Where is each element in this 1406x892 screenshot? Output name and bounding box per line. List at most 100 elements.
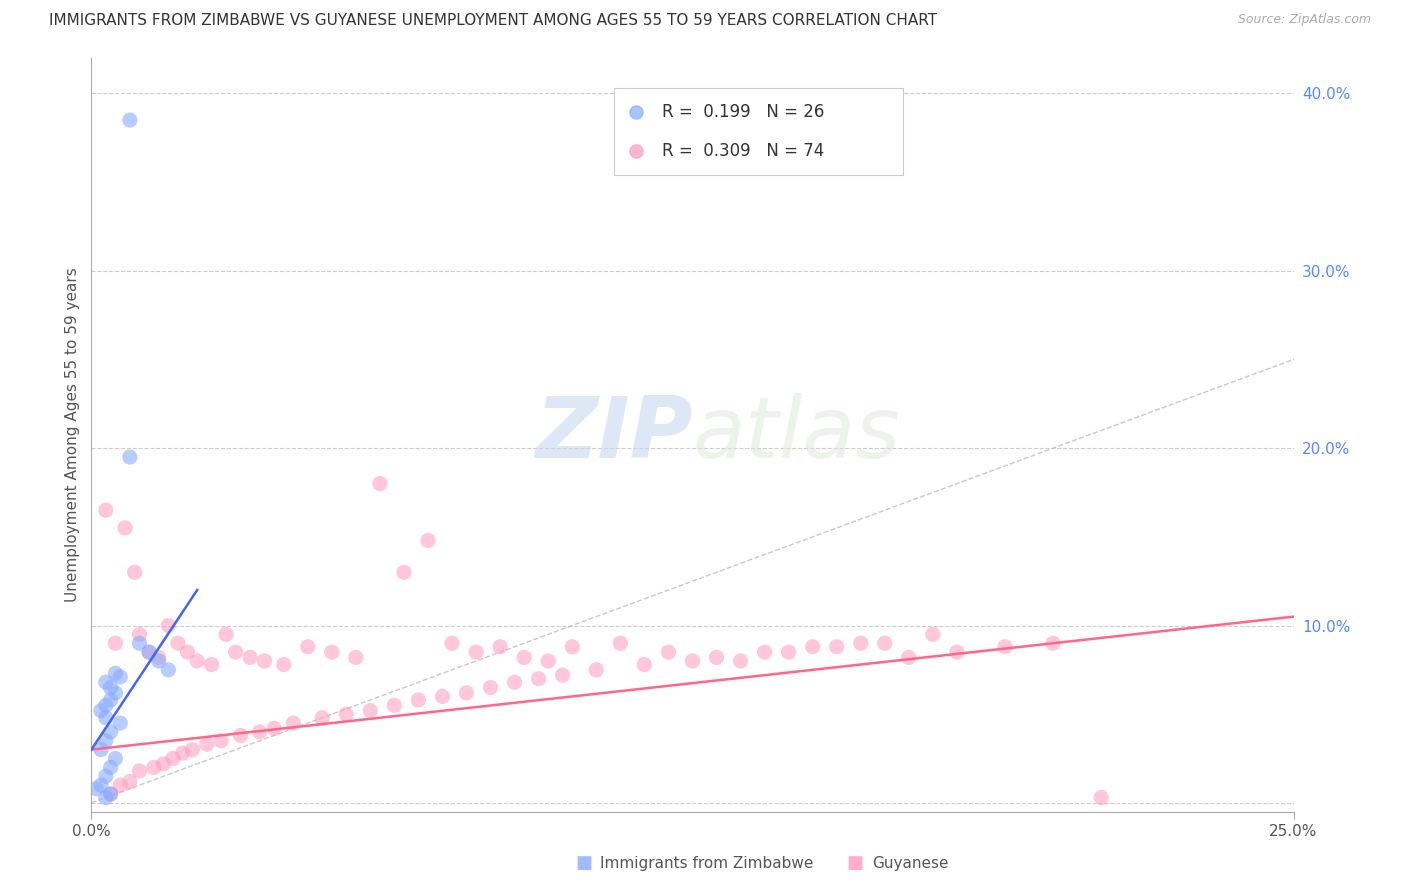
Point (176, 645, 198, 659)
Point (138, 645, 160, 659)
Point (110, 716, 132, 731)
Point (465, 645, 488, 659)
Point (84, 781, 107, 796)
Point (249, 725, 271, 739)
Point (110, 778, 132, 792)
Point (633, 657, 655, 672)
Point (297, 640, 319, 654)
Point (432, 690, 454, 704)
Y-axis label: Unemployment Among Ages 55 to 59 years: Unemployment Among Ages 55 to 59 years (65, 268, 80, 602)
Point (382, 698, 405, 713)
Text: ZIP: ZIP (534, 393, 692, 476)
Point (94, 790, 117, 805)
Point (90, 742, 112, 756)
Point (527, 672, 550, 686)
Point (801, 640, 824, 654)
Point (408, 693, 430, 707)
Point (195, 737, 218, 751)
Point (94, 769, 117, 783)
Point (873, 636, 896, 650)
Point (229, 729, 252, 743)
Point (94, 698, 117, 713)
Point (172, 746, 194, 760)
Point (215, 627, 238, 641)
Text: atlas: atlas (692, 393, 900, 476)
Point (1042, 636, 1064, 650)
Point (368, 476, 391, 491)
Point (849, 636, 872, 650)
Point (104, 636, 127, 650)
Text: Immigrants from Zimbabwe: Immigrants from Zimbabwe (600, 856, 814, 871)
Point (609, 636, 631, 650)
Point (104, 751, 127, 765)
Point (148, 650, 170, 665)
Point (440, 636, 463, 650)
Point (94, 675, 117, 690)
Text: R =  0.199   N = 26: R = 0.199 N = 26 (662, 103, 825, 121)
Point (922, 627, 945, 641)
Point (946, 645, 969, 659)
Point (118, 450, 141, 464)
Point (416, 533, 439, 548)
Point (730, 654, 752, 668)
Point (489, 640, 512, 654)
Point (706, 650, 728, 665)
Point (283, 716, 305, 731)
Point (167, 636, 190, 650)
Point (551, 668, 574, 682)
Point (585, 663, 607, 677)
Point (754, 645, 776, 659)
Point (100, 681, 122, 695)
Point (110, 670, 132, 684)
Point (561, 640, 583, 654)
Point (344, 650, 367, 665)
Text: R =  0.309   N = 74: R = 0.309 N = 74 (662, 142, 825, 160)
Point (124, 566, 146, 580)
Point (311, 711, 333, 725)
Point (100, 693, 122, 707)
Point (157, 618, 180, 632)
Point (239, 650, 262, 665)
Point (100, 760, 122, 774)
Point (392, 566, 415, 580)
Point (162, 751, 184, 765)
Point (186, 654, 208, 668)
Point (994, 640, 1017, 654)
Point (778, 645, 800, 659)
Point (118, 113, 141, 128)
Point (118, 774, 141, 789)
Point (657, 645, 679, 659)
Point (209, 733, 232, 747)
Point (225, 645, 247, 659)
Point (90, 704, 112, 718)
Point (104, 666, 127, 681)
Point (94, 711, 117, 725)
Text: Guyanese: Guyanese (872, 856, 948, 871)
Point (253, 654, 276, 668)
Point (513, 650, 536, 665)
Text: ■: ■ (846, 855, 863, 872)
Point (94, 503, 117, 517)
Point (157, 663, 180, 677)
FancyBboxPatch shape (614, 88, 903, 175)
Text: ■: ■ (575, 855, 592, 872)
Point (335, 707, 357, 722)
Point (100, 787, 122, 801)
Point (359, 704, 381, 718)
Point (142, 760, 165, 774)
Point (114, 521, 136, 535)
Point (503, 675, 526, 690)
Point (201, 657, 224, 672)
Point (148, 654, 170, 668)
Point (94, 733, 117, 747)
Point (181, 742, 204, 756)
Point (138, 645, 160, 659)
Point (897, 650, 920, 665)
Point (456, 686, 478, 700)
Text: IMMIGRANTS FROM ZIMBABWE VS GUYANESE UNEMPLOYMENT AMONG AGES 55 TO 59 YEARS CORR: IMMIGRANTS FROM ZIMBABWE VS GUYANESE UNE… (49, 13, 938, 29)
Point (681, 654, 703, 668)
Point (152, 756, 174, 771)
Point (128, 636, 150, 650)
Point (1090, 790, 1112, 805)
Point (263, 722, 285, 736)
